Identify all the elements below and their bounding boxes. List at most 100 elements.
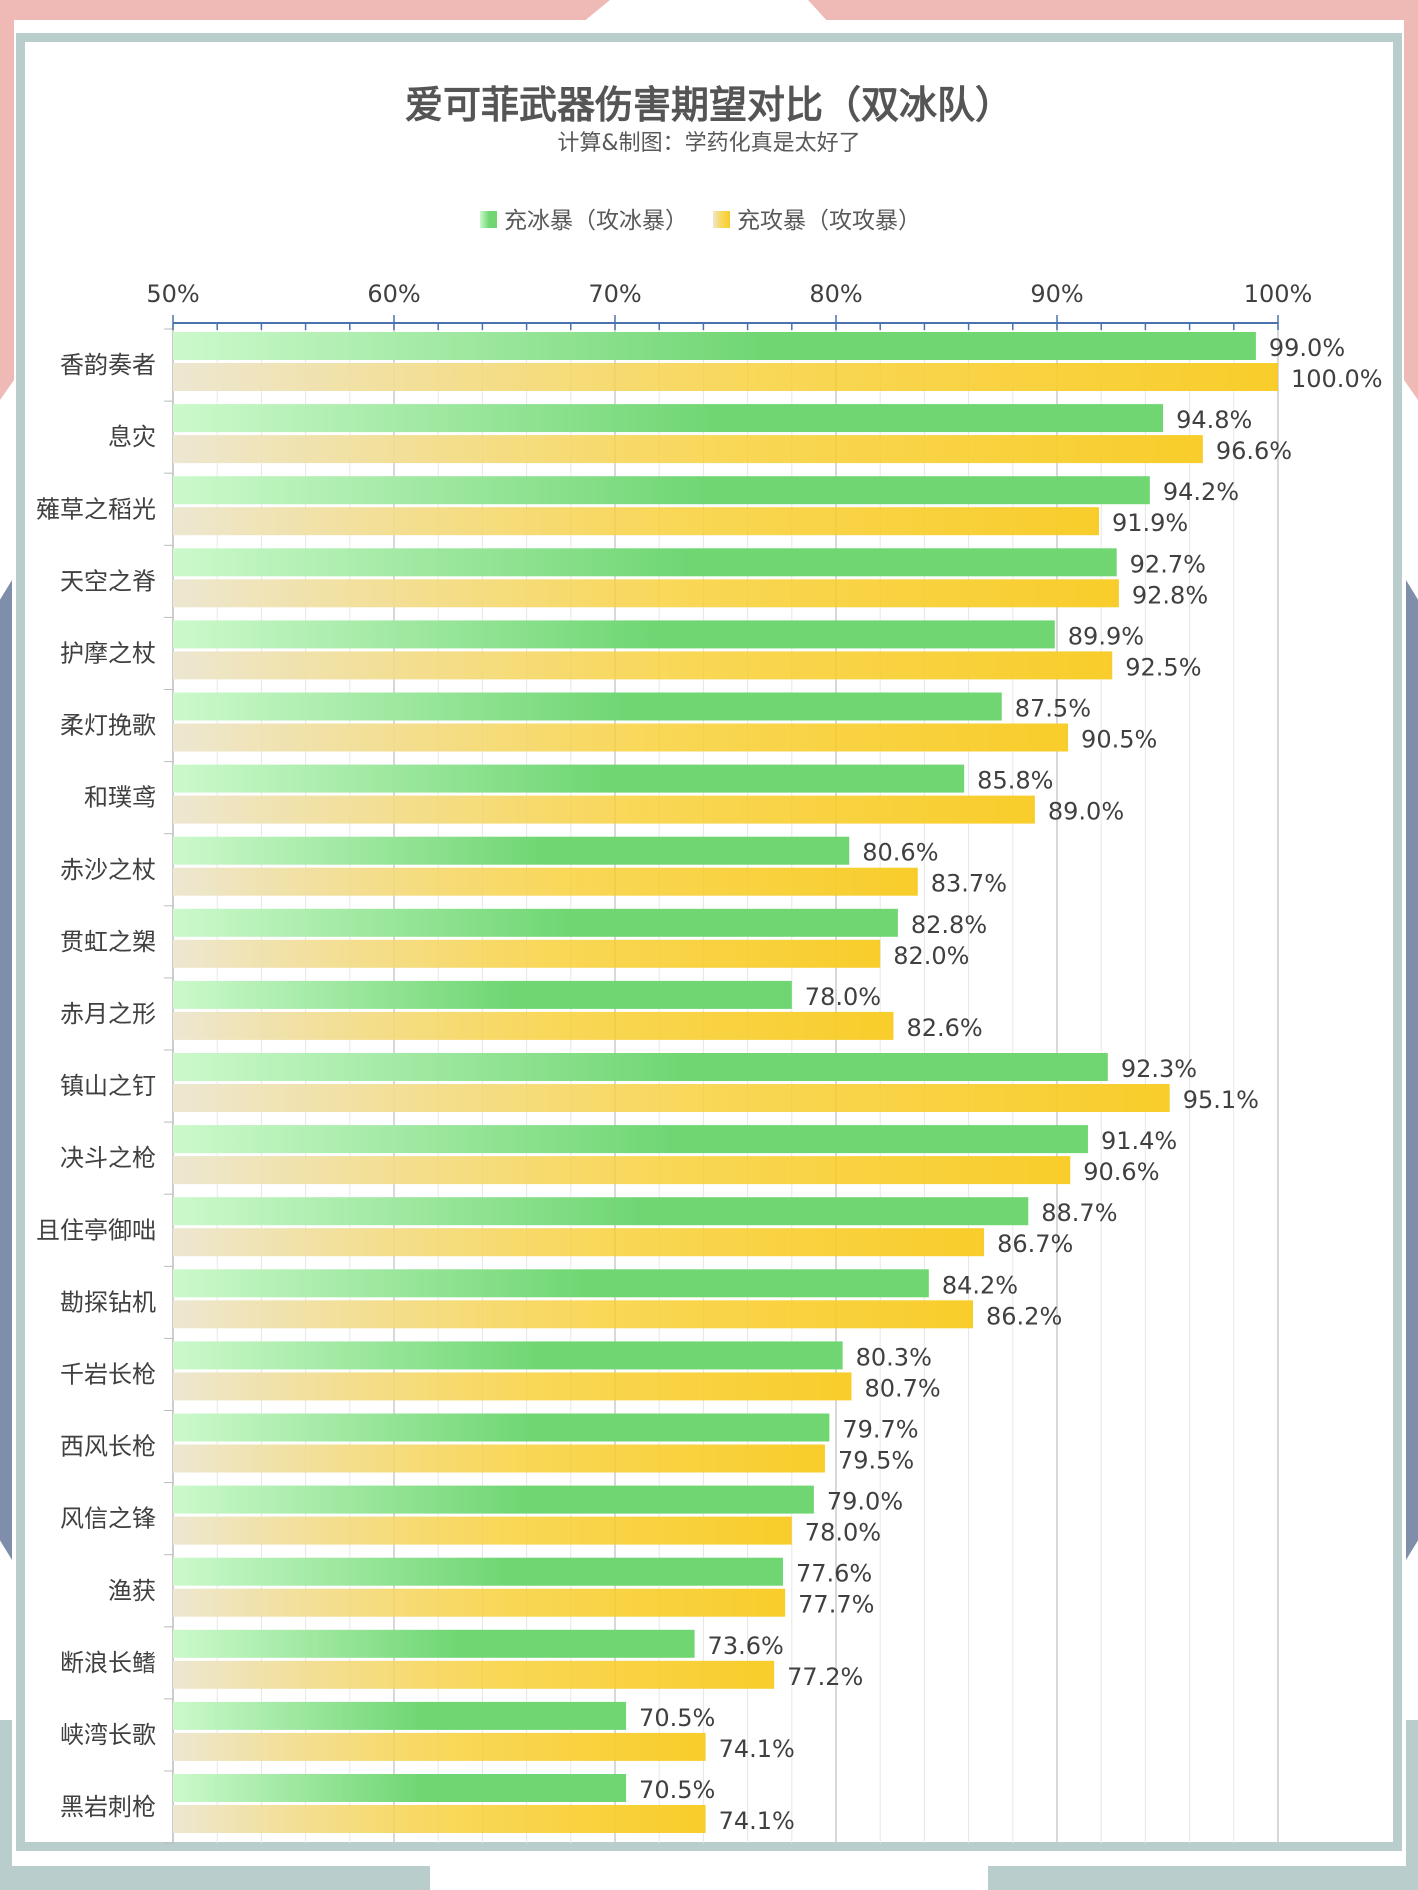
legend-swatch-atk [713,211,730,228]
data-label: 99.0% [1269,334,1345,362]
right-pink-accent [1404,0,1418,400]
category-label: 柔灯挽歌 [60,712,156,740]
bar-ice-crit [173,1269,929,1298]
data-label: 80.3% [856,1343,932,1371]
data-label: 78.0% [805,1519,881,1547]
bar-ice-crit [173,1701,627,1730]
x-tick-label: 100% [1244,280,1313,308]
bar-ice-crit [173,1341,843,1370]
x-tick-label: 90% [1030,280,1083,308]
category-label: 贯虹之槊 [60,928,156,956]
bar-atk-crit [173,1228,985,1257]
bar-atk-crit [173,1516,792,1545]
category-label: 赤沙之杖 [60,856,156,884]
data-label: 79.5% [838,1447,914,1475]
data-label: 77.7% [798,1591,874,1619]
category-label: 断浪长鳍 [60,1649,156,1677]
data-label: 94.8% [1176,406,1252,434]
bar-atk-crit [173,795,1035,824]
category-label: 天空之脊 [60,567,156,595]
category-label: 镇山之钉 [60,1072,156,1100]
x-axis: 50% 60% 70% 80% 90% 100% [146,280,1312,330]
bar-atk-crit [173,1300,974,1329]
data-label: 86.2% [986,1302,1062,1330]
bar-atk-crit [173,1805,706,1833]
data-label: 86.7% [997,1230,1073,1258]
bottom-left-accent [0,1866,430,1890]
category-label: 护摩之杖 [60,639,156,667]
data-label: 84.2% [942,1271,1018,1299]
category-label: 千岩长枪 [60,1360,156,1388]
data-label: 70.5% [639,1704,715,1732]
bar-ice-crit [173,620,1055,649]
data-label: 80.6% [862,839,938,867]
data-label: 82.8% [911,911,987,939]
bar-atk-crit [173,1732,706,1761]
category-label: 勘探钻机 [60,1288,156,1316]
right-grey-accent [1406,1720,1418,1870]
data-label: 96.6% [1216,437,1292,465]
bar-atk-crit [173,363,1278,391]
bar-atk-crit [173,1011,894,1040]
data-label: 79.0% [827,1488,903,1516]
category-label: 赤月之形 [60,1000,156,1028]
bar-ice-crit [173,404,1164,433]
chart-title: 爱可菲武器伤害期望对比（双冰队） [405,83,1013,127]
bar-ice-crit [173,1557,783,1586]
legend-label-atk: 充攻暴（攻攻暴） [737,208,921,234]
category-label: 黑岩刺枪 [60,1793,156,1821]
legend: 充冰暴（攻冰暴） 充攻暴（攻攻暴） [480,208,921,234]
x-tick-label: 70% [588,280,641,308]
data-label: 95.1% [1183,1086,1259,1114]
bar-atk-crit [173,1444,825,1473]
bar-atk-crit [173,651,1113,680]
bar-atk-crit [173,1588,786,1617]
bar-ice-crit [173,836,850,865]
bar-atk-crit [173,1660,775,1689]
data-label: 82.0% [893,942,969,970]
legend-swatch-ice [480,211,497,228]
bar-atk-crit [173,867,918,896]
data-label: 73.6% [708,1632,784,1660]
data-label: 91.9% [1112,509,1188,537]
data-label: 90.6% [1083,1158,1159,1186]
category-label: 渔获 [108,1577,156,1605]
data-label: 100.0% [1291,365,1383,393]
bar-atk-crit [173,1084,1170,1112]
category-label: 决斗之枪 [60,1144,156,1172]
data-label: 74.1% [719,1807,795,1835]
category-label: 和璞鸢 [84,784,156,812]
data-label: 88.7% [1041,1199,1117,1227]
bar-ice-crit [173,980,792,1009]
bar-ice-crit [173,1629,695,1658]
data-label: 92.5% [1125,653,1201,681]
data-label: 91.4% [1101,1127,1177,1155]
data-label: 77.2% [787,1663,863,1691]
data-label: 80.7% [864,1374,940,1402]
data-label: 92.7% [1130,550,1206,578]
category-label: 西风长枪 [60,1433,156,1461]
bar-atk-crit [173,1156,1071,1185]
bar-ice-crit [173,1053,1108,1081]
data-label: 82.6% [906,1014,982,1042]
data-label: 89.0% [1048,798,1124,826]
bar-atk-crit [173,507,1099,536]
data-label: 92.8% [1132,581,1208,609]
bar-ice-crit [173,548,1117,577]
data-label: 89.9% [1068,622,1144,650]
x-tick-label: 80% [809,280,862,308]
x-tick-label: 50% [146,280,199,308]
left-grey-accent [0,1720,12,1870]
data-label: 83.7% [931,870,1007,898]
category-label: 息灾 [108,423,156,451]
category-label: 峡湾长歌 [60,1721,156,1749]
data-label: 70.5% [639,1776,715,1804]
left-pink-accent [0,0,14,400]
category-label: 薙草之稻光 [36,495,156,523]
legend-label-ice: 充冰暴（攻冰暴） [504,208,688,234]
data-label: 79.7% [842,1416,918,1444]
category-label: 且住亭御咄 [36,1216,156,1244]
top-right-accent [808,0,1418,20]
bar-atk-crit [173,723,1069,752]
